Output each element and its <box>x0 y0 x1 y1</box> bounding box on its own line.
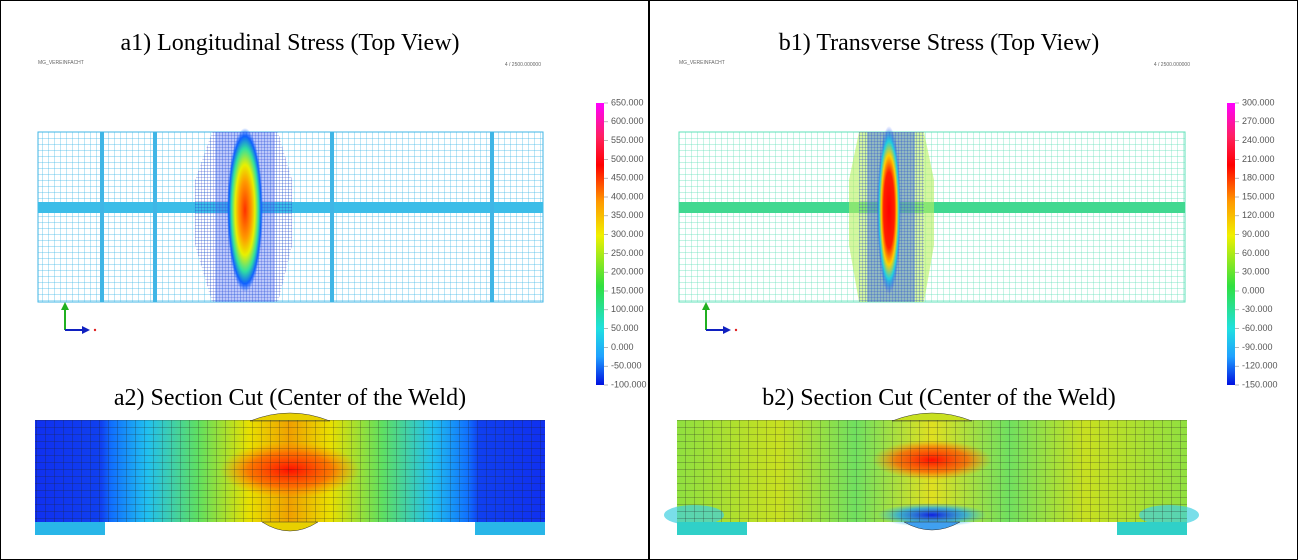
colorbar-label: 150.000 <box>611 285 644 295</box>
colorbar <box>596 103 604 385</box>
colorbar-label: -50.000 <box>611 361 642 371</box>
colorbar-label: 0.000 <box>1242 285 1265 295</box>
panel-title: b1) Transverse Stress (Top View) <box>779 30 1099 56</box>
page: {"panels": [ {"top_title": "a1) Longitud… <box>0 0 1298 560</box>
colorbar-label: 100.000 <box>611 304 644 314</box>
colorbar-label: 250.000 <box>611 248 644 258</box>
colorbar-label: -120.000 <box>1242 361 1278 371</box>
panel: b1) Transverse Stress (Top View) MG_VERE… <box>650 1 1298 560</box>
colorbar-label: 300.000 <box>611 229 644 239</box>
colorbar-label: 600.000 <box>611 116 644 126</box>
colorbar-label: 270.000 <box>1242 116 1275 126</box>
colorbar-label: 240.000 <box>1242 135 1275 145</box>
axis-triad <box>61 302 96 334</box>
colorbar-label: 550.000 <box>611 135 644 145</box>
section-cut <box>664 413 1199 535</box>
panel-title: a2) Section Cut (Center of the Weld) <box>114 385 466 411</box>
colorbar-label: 150.000 <box>1242 191 1275 201</box>
colorbar-label: -100.000 <box>611 379 647 389</box>
colorbar-label: 650.000 <box>611 97 644 107</box>
colorbar-label: -60.000 <box>1242 323 1273 333</box>
colorbar <box>1227 103 1235 385</box>
top-view-mesh <box>679 126 1185 302</box>
panel-title: a1) Longitudinal Stress (Top View) <box>120 30 459 56</box>
top-view-mesh <box>38 128 543 302</box>
panel-title: b2) Section Cut (Center of the Weld) <box>762 385 1116 411</box>
colorbar-label: 450.000 <box>611 173 644 183</box>
colorbar-label: 50.000 <box>611 323 639 333</box>
colorbar-label: 300.000 <box>1242 97 1275 107</box>
colorbar-label: 180.000 <box>1242 173 1275 183</box>
step-label: 4 / 2500.000000 <box>505 62 541 68</box>
colorbar-label: -90.000 <box>1242 342 1273 352</box>
colorbar-label: 120.000 <box>1242 210 1275 220</box>
colorbar-label: 350.000 <box>611 210 644 220</box>
step-label: 4 / 2500.000000 <box>1154 62 1190 68</box>
axis-triad <box>702 302 737 334</box>
panel: a1) Longitudinal Stress (Top View) MG_VE… <box>1 1 649 560</box>
model-name: MG_VEREINFACHT <box>679 60 725 66</box>
colorbar-label: 60.000 <box>1242 248 1270 258</box>
colorbar-label: 200.000 <box>611 267 644 277</box>
colorbar-label: -30.000 <box>1242 304 1273 314</box>
colorbar-label: -150.000 <box>1242 379 1278 389</box>
figure: a1) Longitudinal Stress (Top View) MG_VE… <box>0 0 1298 560</box>
model-name: MG_VEREINFACHT <box>38 60 84 66</box>
section-cut <box>35 413 545 535</box>
colorbar-label: 0.000 <box>611 342 634 352</box>
colorbar-label: 210.000 <box>1242 154 1275 164</box>
colorbar-label: 500.000 <box>611 154 644 164</box>
colorbar-label: 90.000 <box>1242 229 1270 239</box>
colorbar-label: 30.000 <box>1242 267 1270 277</box>
colorbar-label: 400.000 <box>611 191 644 201</box>
